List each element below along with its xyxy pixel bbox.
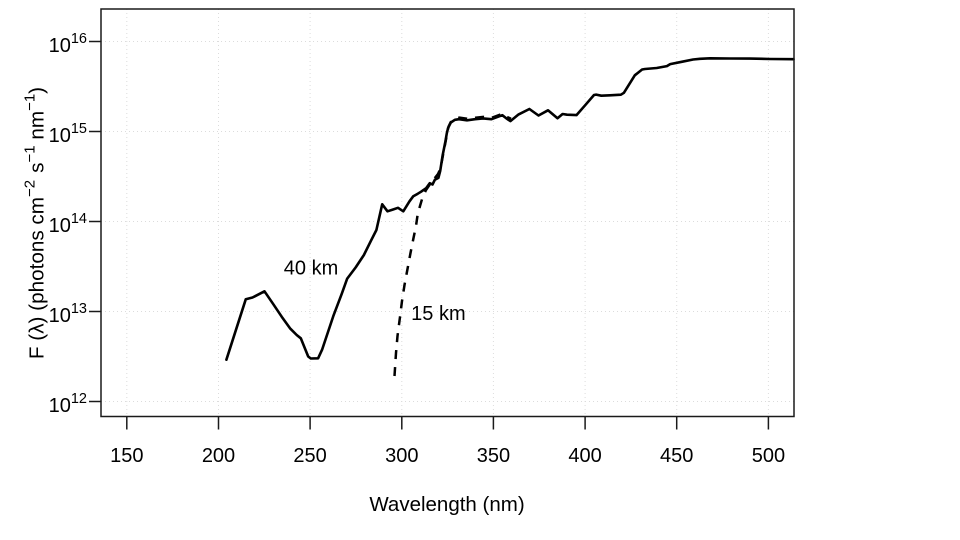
svg-text:150: 150 <box>110 445 143 467</box>
svg-text:300: 300 <box>385 445 418 467</box>
svg-text:40 km: 40 km <box>284 258 338 280</box>
svg-text:200: 200 <box>202 445 235 467</box>
svg-text:F (λ) (photons cm−2 s−1 nm−1): F (λ) (photons cm−2 s−1 nm−1) <box>22 87 49 359</box>
svg-text:450: 450 <box>660 445 693 467</box>
svg-text:350: 350 <box>477 445 510 467</box>
svg-text:250: 250 <box>293 445 326 467</box>
svg-text:Wavelength (nm): Wavelength (nm) <box>369 493 524 516</box>
svg-text:15 km: 15 km <box>411 303 465 325</box>
svg-text:400: 400 <box>568 445 601 467</box>
svg-text:500: 500 <box>752 445 785 467</box>
svg-text:1013: 1013 <box>49 301 87 327</box>
